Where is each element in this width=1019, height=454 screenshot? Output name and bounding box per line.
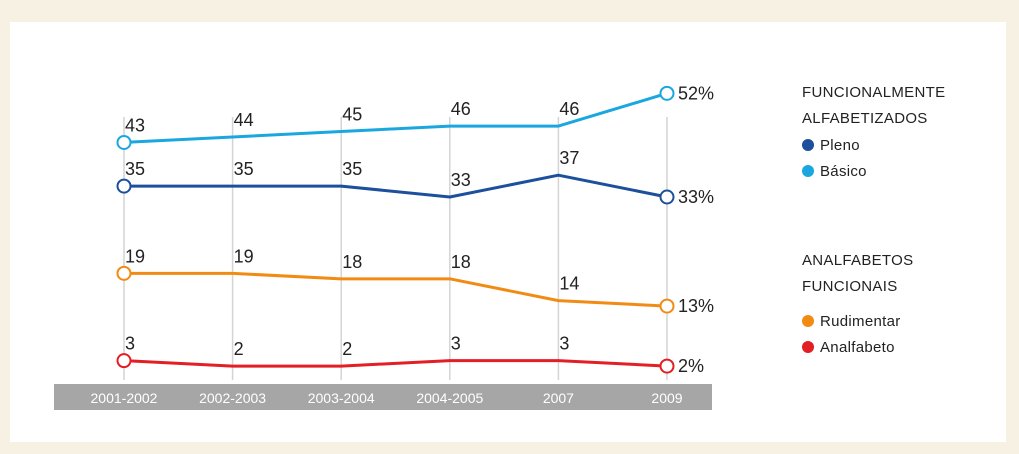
chart-card: 43 44 45 46 46 52% 35 35 35 33 37 33% 19 19 18 18 14 13% 3… [10,22,1006,442]
data-label-pleno-3: 33 [451,170,471,190]
marker-rudimentar-5 [659,298,675,314]
x-axis-bar [54,384,712,410]
data-label-pleno-4: 37 [559,148,579,168]
legend-item-basico: Básico [802,158,945,184]
legend-heading-line: ANALFABETOS [802,252,914,269]
legend-label: Rudimentar [820,312,901,330]
data-label-basico-3: 46 [451,99,471,119]
legend-heading-line: ALFABETIZADOS [802,110,928,127]
marker-basico-0 [116,134,132,150]
data-label-pleno-0: 35 [125,159,145,179]
legend-funcionalmente-alfabetizados: FUNCIONALMENTE ALFABETIZADOS Pleno Básic… [802,80,945,184]
data-label-pleno-2: 35 [342,159,362,179]
series-line-analfabeto [123,359,668,368]
data-label-rudimentar-4: 14 [559,274,579,294]
legend-item-analfabeto: Analfabeto [802,334,913,360]
data-label-basico-0: 43 [125,115,145,135]
data-label-rudimentar-5: 13% [678,296,714,316]
data-label-rudimentar-1: 19 [234,246,254,266]
data-label-rudimentar-2: 18 [342,252,362,272]
data-label-analfabeto-3: 3 [451,334,461,354]
legend-heading-line: FUNCIONALMENTE [802,84,946,101]
data-label-basico-4: 46 [559,99,579,119]
data-label-basico-5: 52% [678,83,714,103]
legend-dot-icon [802,341,814,353]
x-tick-label-4: 2007 [543,390,574,406]
series-line-rudimentar [124,271,668,308]
series-line-basico [123,91,668,144]
data-label-analfabeto-2: 2 [342,339,352,359]
marker-analfabeto-0 [116,353,132,369]
legend-dot-icon [802,315,814,327]
legend-heading-line: FUNCIONAIS [802,278,898,295]
data-label-analfabeto-4: 3 [559,334,569,354]
series-line-pleno [124,173,668,199]
legend-item-rudimentar: Rudimentar [802,308,913,334]
x-tick-label-2: 2003-2004 [308,390,375,406]
marker-basico-5 [659,85,675,101]
data-label-rudimentar-0: 19 [125,246,145,266]
marker-rudimentar-0 [116,265,132,281]
data-label-pleno-5: 33% [678,187,714,207]
data-label-analfabeto-1: 2 [234,339,244,359]
x-tick-label-0: 2001-2002 [91,390,158,406]
data-label-analfabeto-5: 2% [678,356,704,376]
data-label-basico-2: 45 [342,105,362,125]
legend-item-pleno: Pleno [802,132,945,158]
legend-dot-icon [802,139,814,151]
legend-label: Pleno [820,136,860,154]
legend-analfabetos-funcionais: ANALFABETOS FUNCIONAIS Rudimentar Analfa… [802,248,913,360]
legend-label: Básico [820,162,867,180]
data-label-pleno-1: 35 [234,159,254,179]
data-label-analfabeto-0: 3 [125,334,135,354]
data-label-rudimentar-3: 18 [451,252,471,272]
x-tick-label-1: 2002-2003 [199,390,266,406]
x-tick-label-5: 2009 [651,390,682,406]
legend-label: Analfabeto [820,338,895,356]
marker-analfabeto-5 [659,358,675,374]
marker-pleno-0 [116,178,132,194]
marker-pleno-5 [659,189,675,205]
data-label-basico-1: 44 [234,110,254,130]
x-tick-label-3: 2004-2005 [416,390,483,406]
legend-dot-icon [802,165,814,177]
